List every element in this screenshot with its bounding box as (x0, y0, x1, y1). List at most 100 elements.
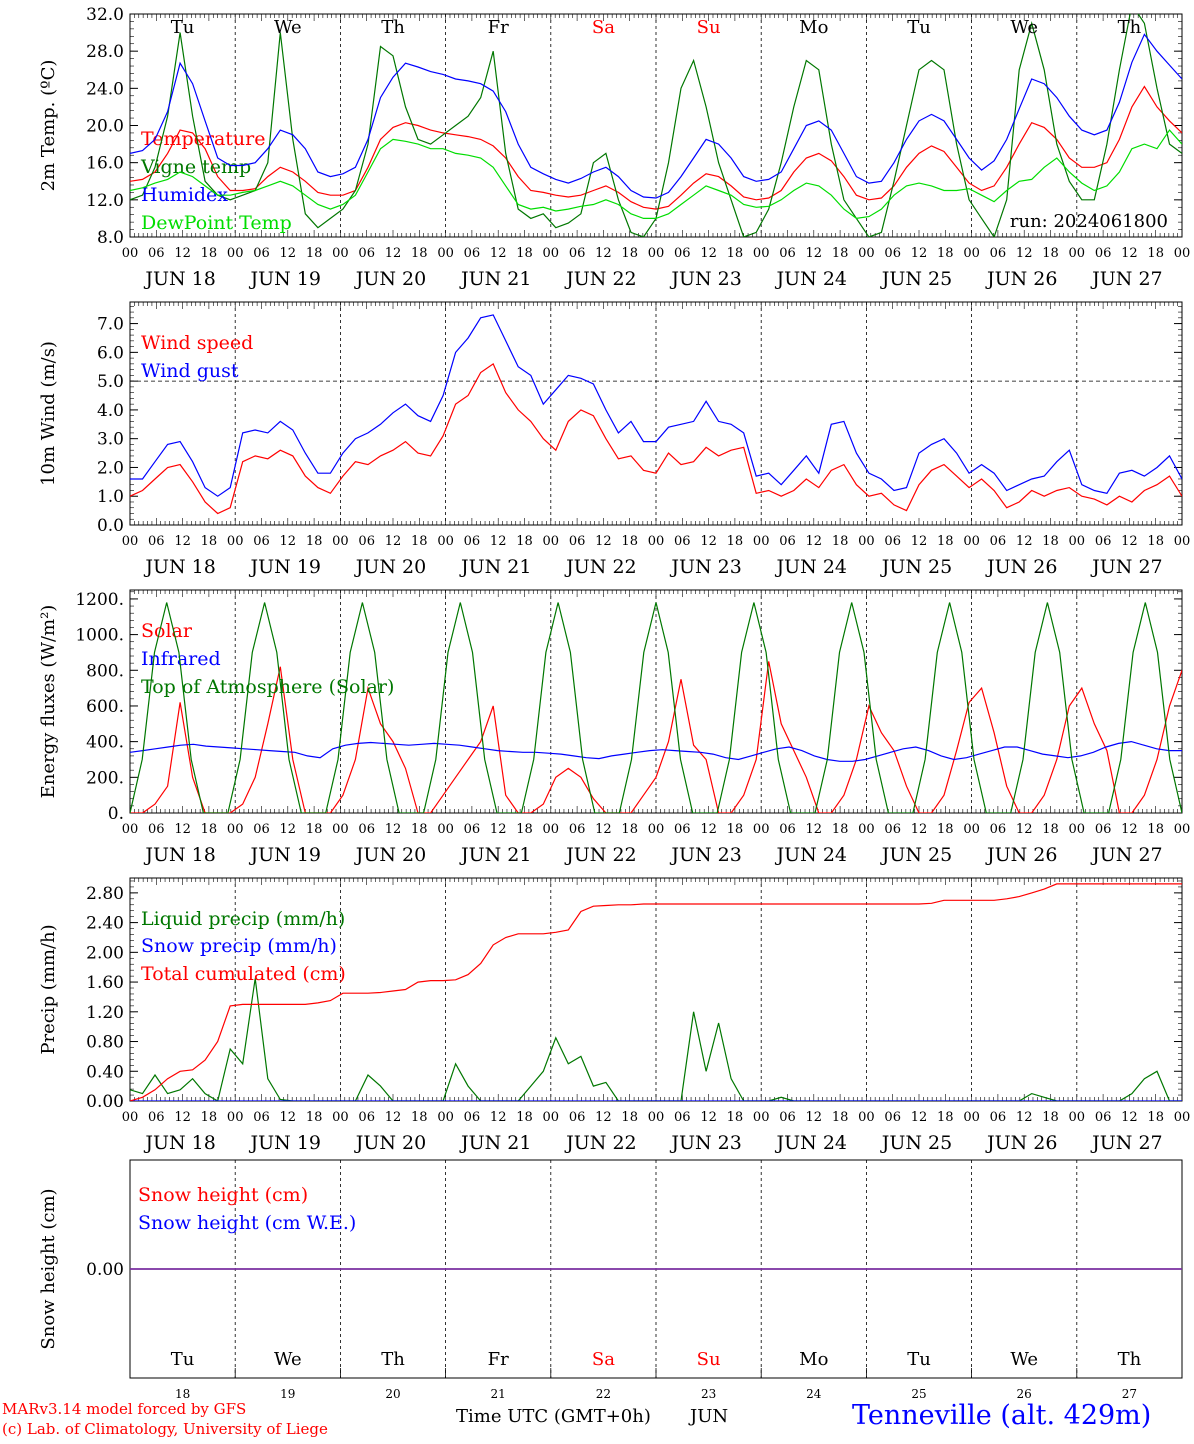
panel-4-hour-label: 12 (1121, 1110, 1138, 1125)
panel-1-annotation: run: 2024061800 (1010, 211, 1168, 232)
panel-3-hour-label: 06 (358, 822, 375, 837)
panel-4-hour-label: 06 (884, 1110, 901, 1125)
panel-3-hour-label: 00 (543, 822, 560, 837)
day-name-bottom: Tu (907, 1349, 931, 1370)
panel-1-date-label: JUN 20 (354, 268, 426, 290)
panel-1-hour-label: 12 (700, 246, 717, 261)
panel-2-hour-label: 18 (937, 534, 954, 549)
panel-4-date-label: JUN 22 (564, 1132, 636, 1154)
panel-2-frame (129, 301, 1183, 526)
panel-1-ytick-label: 16.0 (86, 154, 124, 174)
panel-3-hour-label: 00 (963, 822, 980, 837)
panel-2-date-label: JUN 18 (143, 556, 215, 578)
panel-2-hour-label: 06 (464, 534, 481, 549)
day-name-bottom: Fr (488, 1349, 509, 1370)
panel-1-hour-label: 12 (174, 246, 191, 261)
day-name-top: Th (381, 17, 405, 38)
panel-2-hour-label: 18 (411, 534, 428, 549)
panel-4-hour-label: 12 (911, 1110, 928, 1125)
panel-2-hour-label: 18 (1147, 534, 1164, 549)
panel-1-series-3 (130, 129, 1182, 220)
panel-4-ytick-label: 2.00 (86, 943, 124, 963)
day-name-top: We (274, 17, 302, 38)
panel-3-hour-label: 12 (280, 822, 297, 837)
panel-3-legend-0: Solar (141, 620, 193, 642)
panel-5-legend-0: Snow height (cm) (138, 1184, 308, 1206)
panel-3-date-label: JUN 20 (354, 844, 426, 866)
panel-3-ytick-label: 200. (86, 768, 124, 788)
panel-2-hour-label: 12 (700, 534, 717, 549)
panel-4-legend-1: Snow precip (mm/h) (141, 935, 337, 957)
panel-4-date-label: JUN 24 (775, 1132, 847, 1154)
day-name-bottom: Th (1118, 1349, 1142, 1370)
panel-2-date-label: JUN 25 (880, 556, 952, 578)
panel-4-hour-label: 06 (779, 1110, 796, 1125)
panel-3-ytick-label: 400. (86, 733, 124, 753)
panel-3-hour-label: 12 (385, 822, 402, 837)
panel-1-series-2 (130, 33, 1182, 199)
panel-2-hour-label: 12 (490, 534, 507, 549)
credit-line-2: (c) Lab. of Climatology, University of L… (2, 1420, 328, 1438)
day-name-bottom: Th (381, 1349, 405, 1370)
panel-3-hour-label: 00 (1069, 822, 1086, 837)
panel-2-date-label: JUN 24 (775, 556, 847, 578)
panel-1-hour-label: 06 (464, 246, 481, 261)
panel-3-hour-label: 00 (227, 822, 244, 837)
panel-1-ytick-label: 8.0 (97, 228, 124, 248)
panel-4-ytick-label: 0.40 (86, 1062, 124, 1082)
panel-4-date-label: JUN 19 (249, 1132, 321, 1154)
panel-2-ylabel: 10m Wind (m/s) (38, 341, 59, 486)
panel-4-hour-label: 18 (1147, 1110, 1164, 1125)
panel-4-hour-label: 06 (358, 1110, 375, 1125)
panel-4-hour-label: 06 (674, 1110, 691, 1125)
panel-3-frame (129, 589, 1183, 814)
panel-2-hour-label: 00 (963, 534, 980, 549)
panel-2-date-label: JUN 26 (985, 556, 1057, 578)
panel-4-hour-label: 18 (516, 1110, 533, 1125)
panel-1-hour-label: 00 (1174, 246, 1191, 261)
panel-1-hour-label: 18 (306, 246, 323, 261)
panel-1-date-label: JUN 25 (880, 268, 952, 290)
panel-3-hour-label: 18 (201, 822, 218, 837)
panel-1-hour-label: 00 (543, 246, 560, 261)
panel-3-series-1 (130, 740, 1182, 762)
panel-4-hour-label: 00 (753, 1110, 770, 1125)
panel-4-date-label: JUN 23 (669, 1132, 741, 1154)
panel-1-ytick-label: 32.0 (86, 5, 124, 25)
panel-3-hour-label: 18 (937, 822, 954, 837)
panel-4-hour-label: 00 (648, 1110, 665, 1125)
panel-1-hour-label: 00 (227, 246, 244, 261)
panel-1-hour-label: 00 (332, 246, 349, 261)
panel-2-ytick-label: 7.0 (97, 315, 124, 335)
panel-3-hour-label: 00 (122, 822, 139, 837)
day-name-bottom: Sa (592, 1349, 615, 1370)
day-number-bottom: 23 (701, 1387, 716, 1401)
panel-1-hour-label: 12 (911, 246, 928, 261)
panel-1-hour-label: 12 (490, 246, 507, 261)
panel-2-date-label: JUN 27 (1090, 556, 1162, 578)
panel-4-hour-label: 18 (1042, 1110, 1059, 1125)
panel-3-hour-label: 12 (174, 822, 191, 837)
panel-4-date-label: JUN 25 (880, 1132, 952, 1154)
panel-3-hour-label: 12 (1016, 822, 1033, 837)
panel-1-ytick-label: 24.0 (86, 79, 124, 99)
panel-4-ylabel: Precip (mm/h) (38, 924, 59, 1054)
panel-2-hour-label: 12 (385, 534, 402, 549)
panel-3-date-label: JUN 18 (143, 844, 215, 866)
panel-4-hour-label: 00 (227, 1110, 244, 1125)
day-name-top: Fr (488, 17, 509, 38)
panel-3-hour-label: 00 (1174, 822, 1191, 837)
panel-4-hour-label: 00 (1174, 1110, 1191, 1125)
panel-4-ytick-label: 1.20 (86, 1003, 124, 1023)
panel-4-hour-label: 00 (963, 1110, 980, 1125)
panel-2-hour-label: 06 (884, 534, 901, 549)
panel-4-ytick-label: 2.40 (86, 914, 124, 934)
panel-2-hour-label: 06 (358, 534, 375, 549)
panel-4-date-label: JUN 20 (354, 1132, 426, 1154)
panel-2-hour-label: 18 (201, 534, 218, 549)
panel-1-hour-label: 12 (385, 246, 402, 261)
panel-3-date-label: JUN 26 (985, 844, 1057, 866)
panel-5-ytick-label: 0.00 (86, 1260, 124, 1280)
panel-1-hour-label: 18 (937, 246, 954, 261)
panel-4-hour-label: 18 (201, 1110, 218, 1125)
